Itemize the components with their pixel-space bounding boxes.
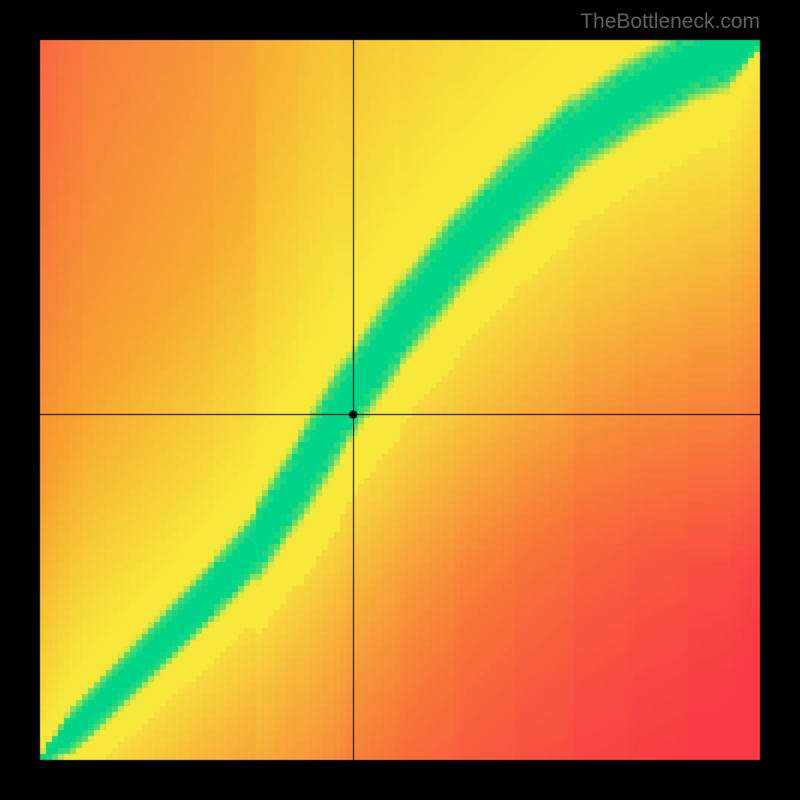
- chart-container: TheBottleneck.com: [0, 0, 800, 800]
- watermark-text: TheBottleneck.com: [580, 10, 760, 34]
- bottleneck-heatmap-canvas: [0, 0, 800, 800]
